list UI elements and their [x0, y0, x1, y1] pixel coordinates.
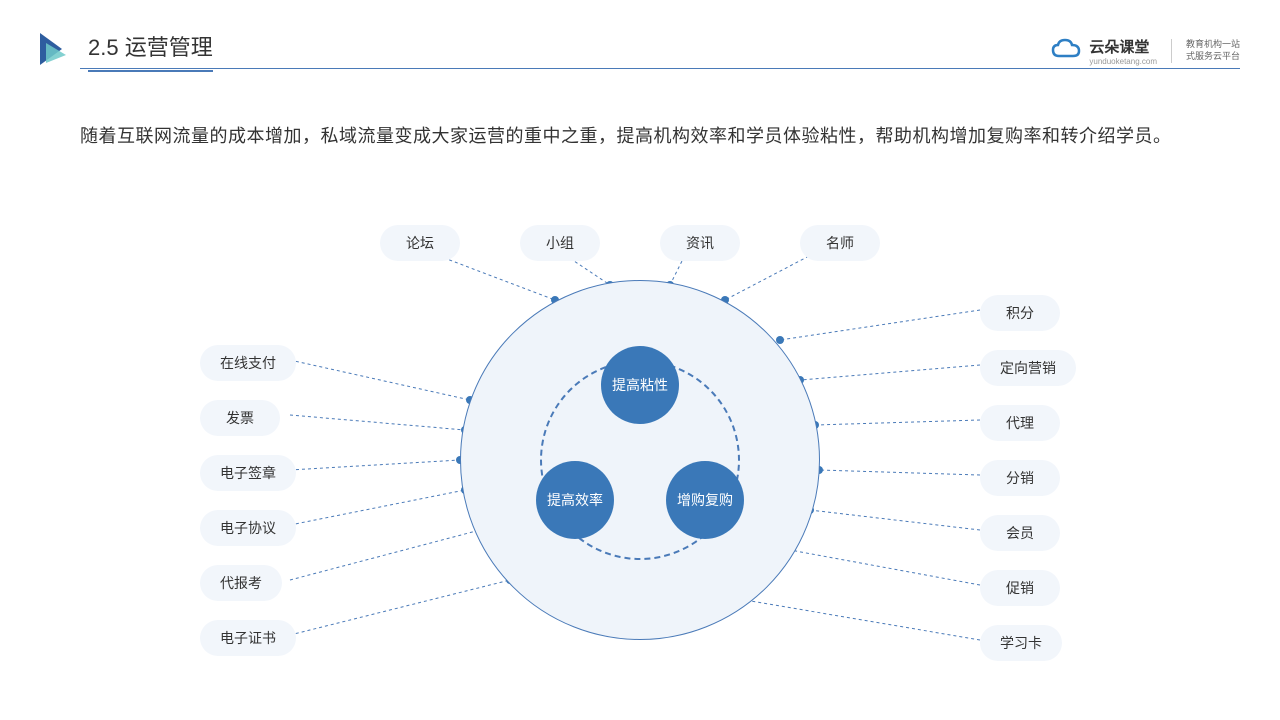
logo-text-block: 云朵课堂 yunduoketang.com: [1089, 36, 1157, 66]
pill-left: 发票: [200, 400, 280, 436]
hub-stickiness: 提高粘性: [601, 346, 679, 424]
title-underline: [80, 68, 1240, 69]
cloud-icon: [1051, 38, 1081, 65]
pill-left: 电子签章: [200, 455, 296, 491]
pill-right: 会员: [980, 515, 1060, 551]
pill-top: 资讯: [660, 225, 740, 261]
pill-right: 学习卡: [980, 625, 1062, 661]
tagline: 教育机构一站 式服务云平台: [1186, 39, 1240, 62]
pill-left: 代报考: [200, 565, 282, 601]
pill-left: 在线支付: [200, 345, 296, 381]
pill-top: 小组: [520, 225, 600, 261]
pill-right: 促销: [980, 570, 1060, 606]
pill-right: 分销: [980, 460, 1060, 496]
pill-right: 代理: [980, 405, 1060, 441]
hub-repurchase: 增购复购: [666, 461, 744, 539]
hub-efficiency: 提高效率: [536, 461, 614, 539]
section-name: 运营管理: [125, 35, 213, 60]
tagline-line2: 式服务云平台: [1186, 51, 1240, 63]
pill-left: 电子协议: [200, 510, 296, 546]
pill-right: 积分: [980, 295, 1060, 331]
pill-top: 论坛: [380, 225, 460, 261]
header-left: 2.5 运营管理: [0, 30, 213, 72]
logo-domain: yunduoketang.com: [1089, 57, 1157, 66]
tagline-line1: 教育机构一站: [1186, 39, 1240, 51]
logo-divider: [1171, 39, 1172, 63]
header: 2.5 运营管理 云朵课堂 yunduoketang.com 教育机构一站 式服…: [0, 30, 1280, 72]
logo-name: 云朵课堂: [1089, 36, 1157, 57]
description-text: 随着互联网流量的成本增加，私域流量变成大家运营的重中之重，提高机构效率和学员体验…: [80, 120, 1220, 152]
pill-top: 名师: [800, 225, 880, 261]
radial-diagram: 提高粘性提高效率增购复购 论坛 小组 资讯 名师在线支付发票电子签章电子协议代报考电子证…: [0, 200, 1280, 720]
section-title: 2.5 运营管理: [88, 30, 213, 72]
pill-right: 定向营销: [980, 350, 1076, 386]
chevron-play-icon: [40, 33, 68, 70]
section-number: 2.5: [88, 35, 119, 60]
pill-left: 电子证书: [200, 620, 296, 656]
logo-area: 云朵课堂 yunduoketang.com 教育机构一站 式服务云平台: [1051, 36, 1240, 66]
